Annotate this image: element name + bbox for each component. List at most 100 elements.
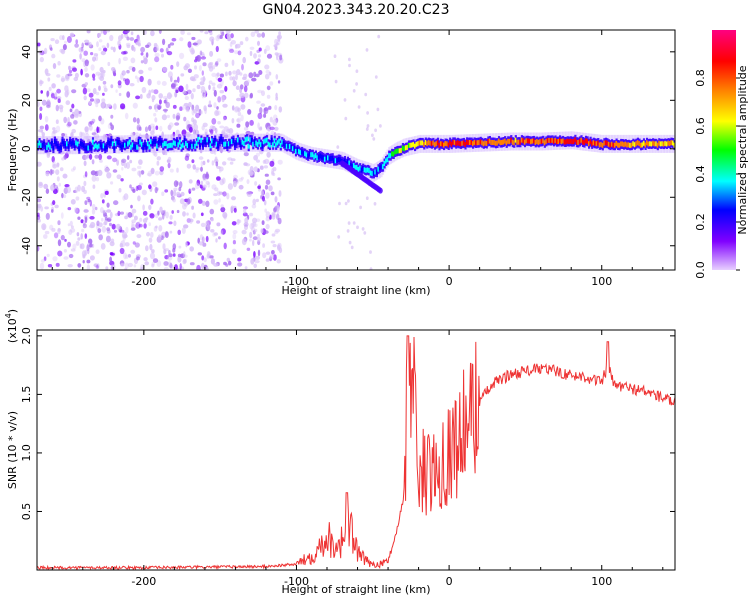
spectrogram-noise-point <box>121 51 127 55</box>
spectrogram-noise-point <box>270 240 276 244</box>
snr-x-tick-label: 100 <box>591 575 612 588</box>
spectrogram-noise-point <box>70 168 75 172</box>
spectrogram-noise-point <box>121 70 126 76</box>
spectrogram-noise-point <box>228 260 232 266</box>
spectrogram-noise-point <box>347 199 350 203</box>
spectrogram-noise-point <box>97 228 102 234</box>
spectrogram-noise-point <box>106 209 112 213</box>
spectrogram-noise-point <box>39 113 43 120</box>
spectrogram-noise-point <box>169 42 175 46</box>
spectrogram-ridge <box>37 131 675 194</box>
spectrogram-noise-point <box>207 62 212 69</box>
spectrogram-noise-point <box>204 266 209 270</box>
spectrogram-noise-point <box>256 100 261 104</box>
ridge-core-cell <box>496 140 499 146</box>
spectrogram-noise-point <box>359 205 362 210</box>
ridge-core-cell <box>84 145 87 151</box>
spectrogram-noise-point <box>196 55 201 62</box>
ridge-core-cell <box>423 142 426 147</box>
spectrogram-noise-point <box>66 186 72 194</box>
spectrogram-noise-point <box>149 123 155 128</box>
spectrogram-noise-point <box>120 73 124 80</box>
spectrogram-noise-point <box>150 198 154 205</box>
spectrogram-noise-point <box>158 217 163 221</box>
spectrogram-noise-point <box>243 222 249 227</box>
ridge-core-cell <box>166 143 169 149</box>
spectrogram-noise-point <box>109 222 112 227</box>
spectrogram-noise-point <box>227 183 233 190</box>
spectrogram-noise-point <box>87 248 90 255</box>
spectrogram-noise-point <box>145 245 149 252</box>
spectrogram-noise-point <box>143 30 147 35</box>
ridge-core-cell <box>374 169 377 175</box>
spectrogram-x-tick-label: -100 <box>284 275 309 288</box>
spectrogram-noise-point <box>118 188 122 193</box>
spectrogram-noise-point <box>153 226 158 232</box>
spectrogram-noise-point <box>156 160 160 166</box>
spectrogram-noise-point <box>247 109 252 115</box>
ridge-core-cell <box>528 138 531 144</box>
spectrogram-noise-point <box>70 132 74 138</box>
spectrogram-noise-point <box>68 229 73 235</box>
ridge-core-cell <box>362 166 365 172</box>
spectrogram-noise-point <box>194 129 200 136</box>
ridge-core-cell <box>658 140 661 146</box>
spectrogram-noise-point <box>156 80 161 86</box>
spectrogram-noise-point <box>55 169 60 176</box>
ridge-core-cell <box>154 138 157 144</box>
spectrogram-noise-point <box>344 116 348 121</box>
ridge-core-cell <box>149 139 153 145</box>
spectrogram-noise-point <box>90 221 96 229</box>
ridge-core-cell <box>427 140 430 146</box>
spectrogram-noise-point <box>122 234 126 242</box>
ridge-core-cell <box>508 138 511 144</box>
ridge-core-cell <box>192 141 195 147</box>
spectrogram-noise-point <box>175 129 180 135</box>
spectrogram-noise-point <box>159 166 165 172</box>
spectrogram-noise-point <box>239 41 244 46</box>
spectrogram-noise-point <box>209 149 215 154</box>
spectrogram-noise-point <box>86 264 90 270</box>
ridge-core-cell <box>661 141 664 147</box>
spectrogram-noise-point <box>152 125 155 133</box>
spectrogram-noise-point <box>89 216 95 220</box>
spectrogram-noise-point <box>69 32 75 38</box>
spectrogram-noise-point <box>232 180 237 188</box>
spectrogram-noise-point <box>101 199 105 204</box>
spectrogram-noise-point <box>198 198 203 204</box>
spectrogram-noise-point <box>64 90 69 98</box>
ridge-core-cell <box>473 139 476 145</box>
spectrogram-noise-point <box>237 107 241 113</box>
ridge-core-cell <box>151 141 154 147</box>
spectrogram-noise-point <box>109 211 113 219</box>
spectrogram-noise-point <box>184 63 190 69</box>
spectrogram-noise-point <box>271 250 275 255</box>
spectrogram-noise-point <box>361 227 365 231</box>
spectrogram-noise-point <box>145 44 150 48</box>
ridge-core-cell <box>433 142 436 148</box>
ridge-core-cell <box>446 141 449 147</box>
spectrogram-noise-point <box>232 76 236 81</box>
ridge-core-cell <box>204 139 208 145</box>
spectrogram-noise-point <box>238 178 243 182</box>
spectrogram-noise-point <box>208 65 214 72</box>
spectrogram-noise-point <box>221 207 226 212</box>
spectrogram-noise-point <box>198 241 204 246</box>
spectrogram-noise-point <box>130 57 136 64</box>
spectrogram-noise-point <box>84 73 90 78</box>
spectrogram-noise-point <box>155 225 158 229</box>
spectrogram-noise-point <box>187 41 192 48</box>
spectrogram-noise-point <box>84 154 89 160</box>
ridge-core-cell <box>269 142 272 148</box>
ridge-core-cell <box>375 169 378 175</box>
ridge-core-cell <box>594 140 597 146</box>
spectrogram-noise-point <box>171 37 177 42</box>
spectrogram-noise-point <box>218 166 224 172</box>
ridge-core-cell <box>148 144 151 150</box>
ridge-core-cell <box>69 139 72 145</box>
spectrogram-noise-point <box>251 222 255 228</box>
spectrogram-noise-point <box>277 159 283 165</box>
spectrogram-noise-point <box>233 207 237 213</box>
spectrogram-noise-point <box>102 70 106 74</box>
spectrogram-noise-point <box>276 42 279 46</box>
